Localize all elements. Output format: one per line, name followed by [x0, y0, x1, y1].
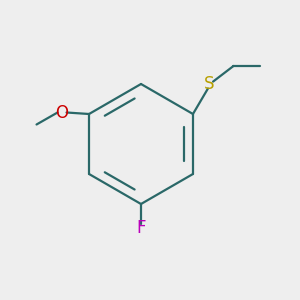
Text: F: F [136, 219, 146, 237]
Text: S: S [204, 75, 215, 93]
Text: O: O [56, 103, 68, 122]
